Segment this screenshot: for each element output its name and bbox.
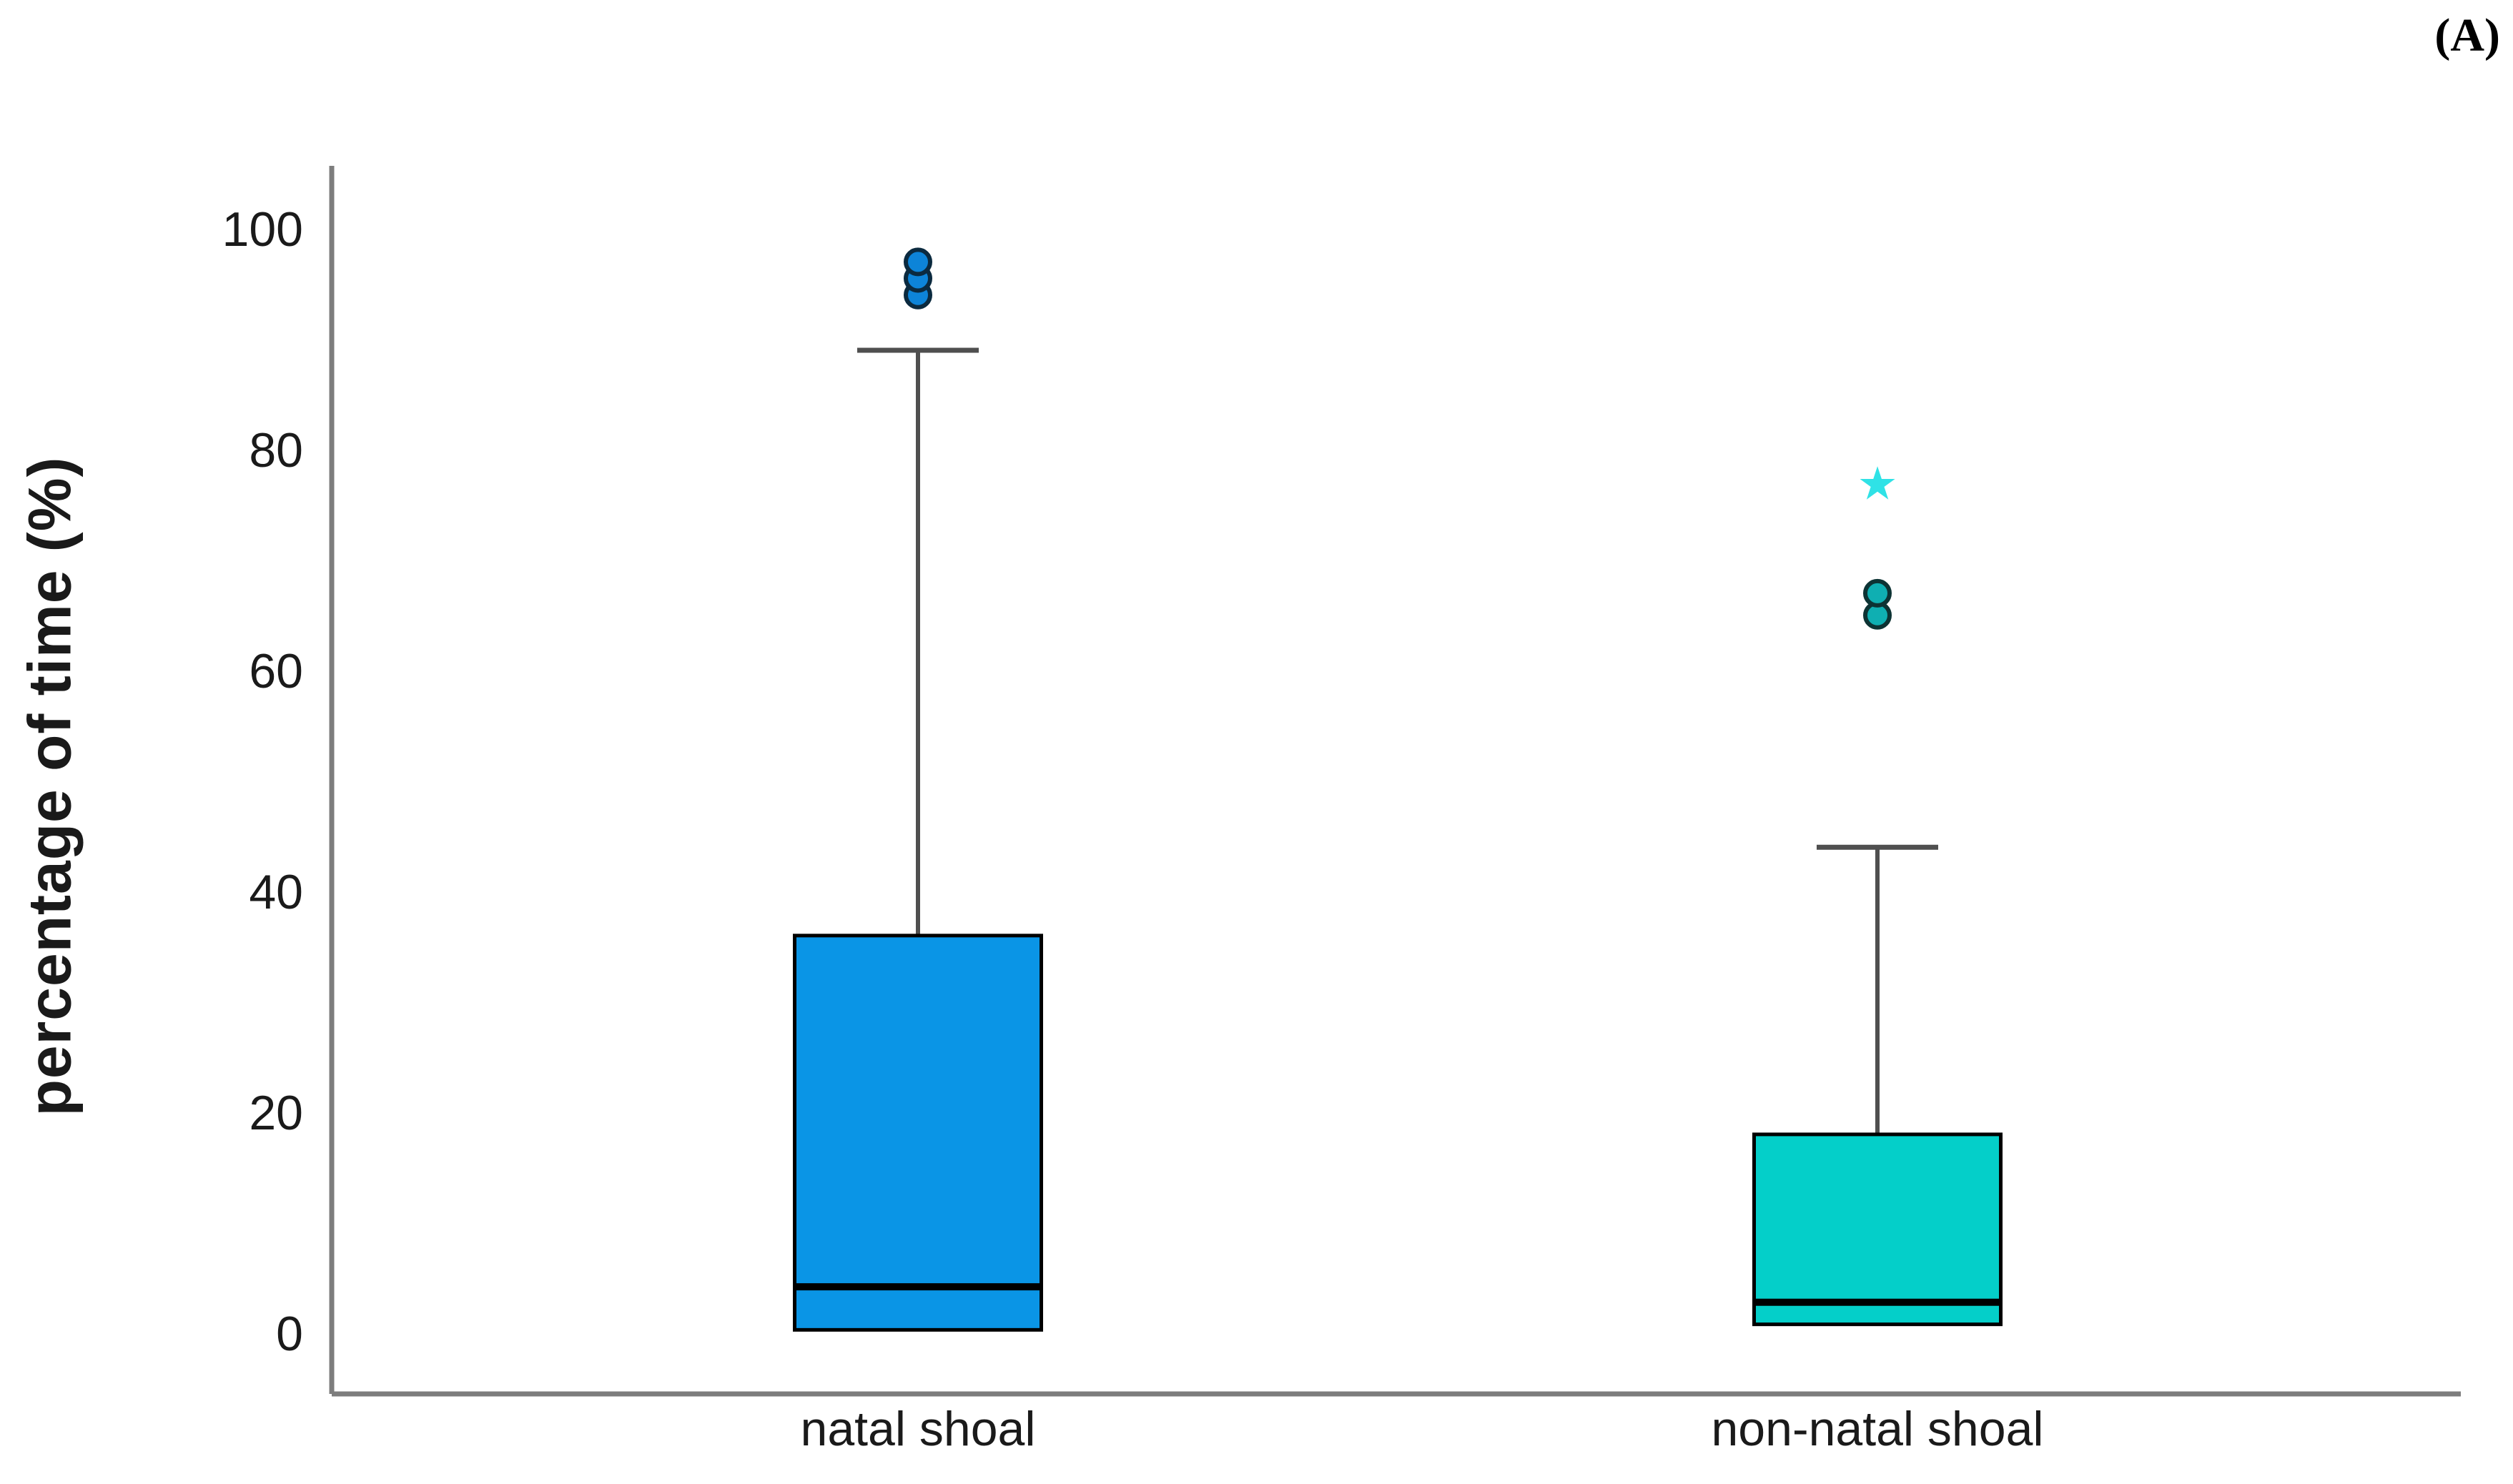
y-tick-label: 40 [249, 865, 303, 919]
panel-label: (A) [2434, 9, 2500, 61]
box-natal-shoal [793, 934, 1043, 1332]
y-tick-label: 20 [249, 1086, 303, 1140]
y-tick-label: 100 [222, 202, 303, 257]
category-label-natal-shoal: natal shoal [801, 1402, 1036, 1456]
y-axis-title: percentage of time (%) [16, 456, 84, 1117]
outlier-star-non-natal-shoal: ★ [1857, 457, 1897, 509]
outlier-circle-non-natal-shoal [1863, 578, 1892, 608]
y-tick-label: 0 [276, 1307, 303, 1361]
outlier-circle-natal-shoal [904, 247, 932, 277]
category-label-non-natal-shoal: non-natal shoal [1711, 1402, 2043, 1456]
y-tick-label: 60 [249, 644, 303, 698]
box-non-natal-shoal [1752, 1132, 2003, 1327]
y-tick-label: 80 [249, 423, 303, 478]
